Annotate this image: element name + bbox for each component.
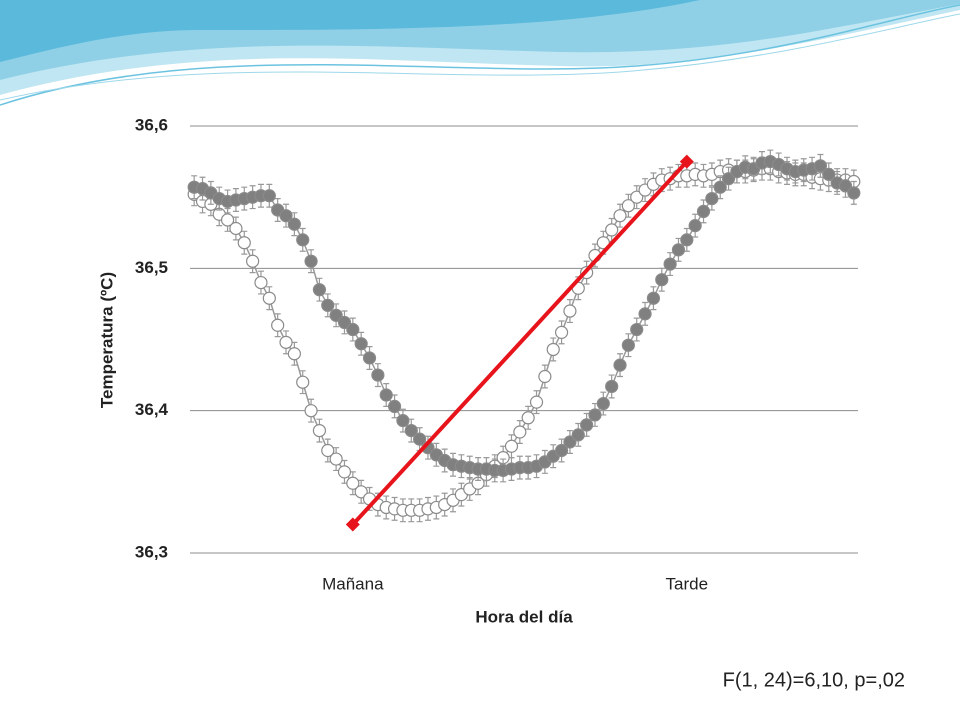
data-point bbox=[663, 257, 677, 271]
data-point bbox=[596, 396, 610, 411]
y-tick-label: 36,5 bbox=[135, 258, 168, 277]
data-point bbox=[321, 298, 335, 312]
data-point bbox=[329, 308, 343, 322]
data-point bbox=[346, 476, 360, 490]
trend-marker bbox=[679, 154, 694, 169]
data-point bbox=[246, 254, 260, 268]
data-point bbox=[705, 191, 719, 206]
data-point bbox=[362, 351, 377, 365]
data-point bbox=[671, 243, 686, 257]
data-point bbox=[713, 180, 727, 194]
data-point bbox=[605, 379, 619, 394]
data-point bbox=[387, 399, 402, 413]
data-point bbox=[521, 411, 535, 425]
x-tick-label: Mañana bbox=[322, 574, 384, 593]
data-point bbox=[379, 388, 393, 402]
data-point bbox=[529, 395, 544, 409]
y-tick-label: 36,4 bbox=[135, 400, 169, 419]
data-point bbox=[287, 217, 301, 231]
data-point bbox=[563, 435, 577, 449]
data-point bbox=[813, 159, 828, 173]
data-point bbox=[696, 204, 711, 218]
data-point bbox=[554, 325, 569, 339]
x-tick-label: Tarde bbox=[666, 574, 709, 593]
data-point bbox=[546, 342, 560, 357]
data-point bbox=[337, 465, 352, 479]
data-point bbox=[296, 233, 310, 247]
data-point bbox=[588, 408, 602, 422]
data-point bbox=[279, 209, 293, 223]
data-point bbox=[337, 315, 352, 330]
data-point bbox=[638, 307, 652, 321]
data-point bbox=[630, 190, 644, 204]
data-point bbox=[404, 423, 418, 438]
annotation: F(1, 24)=6,10, p=,02 bbox=[723, 669, 905, 691]
data-point bbox=[538, 369, 552, 384]
data-point bbox=[312, 423, 327, 438]
data-point bbox=[396, 414, 410, 428]
data-point bbox=[304, 254, 318, 268]
data-point bbox=[621, 199, 635, 213]
data-point bbox=[220, 213, 235, 227]
series bbox=[187, 149, 861, 483]
data-point bbox=[321, 443, 335, 458]
header-waves bbox=[0, 0, 960, 106]
data-point bbox=[721, 172, 736, 186]
data-point bbox=[838, 179, 853, 193]
y-axis-title: Temperatura (ºC) bbox=[97, 272, 116, 408]
data-point bbox=[630, 322, 644, 337]
y-tick-label: 36,6 bbox=[135, 115, 168, 134]
data-point bbox=[596, 236, 610, 250]
data-point bbox=[563, 304, 577, 318]
data-point bbox=[571, 428, 585, 442]
data-point bbox=[279, 335, 293, 349]
data-point bbox=[371, 368, 385, 382]
data-point bbox=[237, 236, 251, 250]
data-point bbox=[304, 404, 318, 418]
data-point bbox=[413, 432, 427, 446]
data-point bbox=[296, 375, 310, 389]
data-point bbox=[346, 322, 360, 337]
data-point bbox=[680, 233, 694, 247]
data-point bbox=[605, 223, 619, 237]
data-point bbox=[262, 291, 276, 305]
data-point bbox=[822, 167, 836, 181]
data-point bbox=[287, 347, 301, 361]
data-point bbox=[580, 418, 594, 432]
x-axis-title: Hora del día bbox=[475, 607, 573, 626]
data-point bbox=[554, 443, 569, 458]
data-point bbox=[354, 337, 368, 351]
trend-line bbox=[351, 160, 689, 526]
data-point bbox=[254, 275, 268, 290]
data-point bbox=[688, 219, 702, 233]
data-point bbox=[646, 291, 661, 305]
data-point bbox=[613, 358, 627, 372]
data-point bbox=[504, 439, 519, 453]
data-point bbox=[262, 189, 276, 203]
trend-marker bbox=[345, 517, 360, 532]
data-point bbox=[621, 338, 635, 352]
data-point bbox=[229, 221, 243, 236]
data-point bbox=[613, 209, 627, 223]
data-point bbox=[271, 318, 285, 332]
data-point bbox=[847, 186, 861, 200]
data-point bbox=[354, 485, 368, 499]
data-point bbox=[312, 283, 327, 297]
data-point bbox=[655, 273, 669, 287]
data-point bbox=[513, 425, 527, 439]
y-tick-label: 36,3 bbox=[135, 542, 168, 561]
data-point bbox=[329, 452, 343, 466]
